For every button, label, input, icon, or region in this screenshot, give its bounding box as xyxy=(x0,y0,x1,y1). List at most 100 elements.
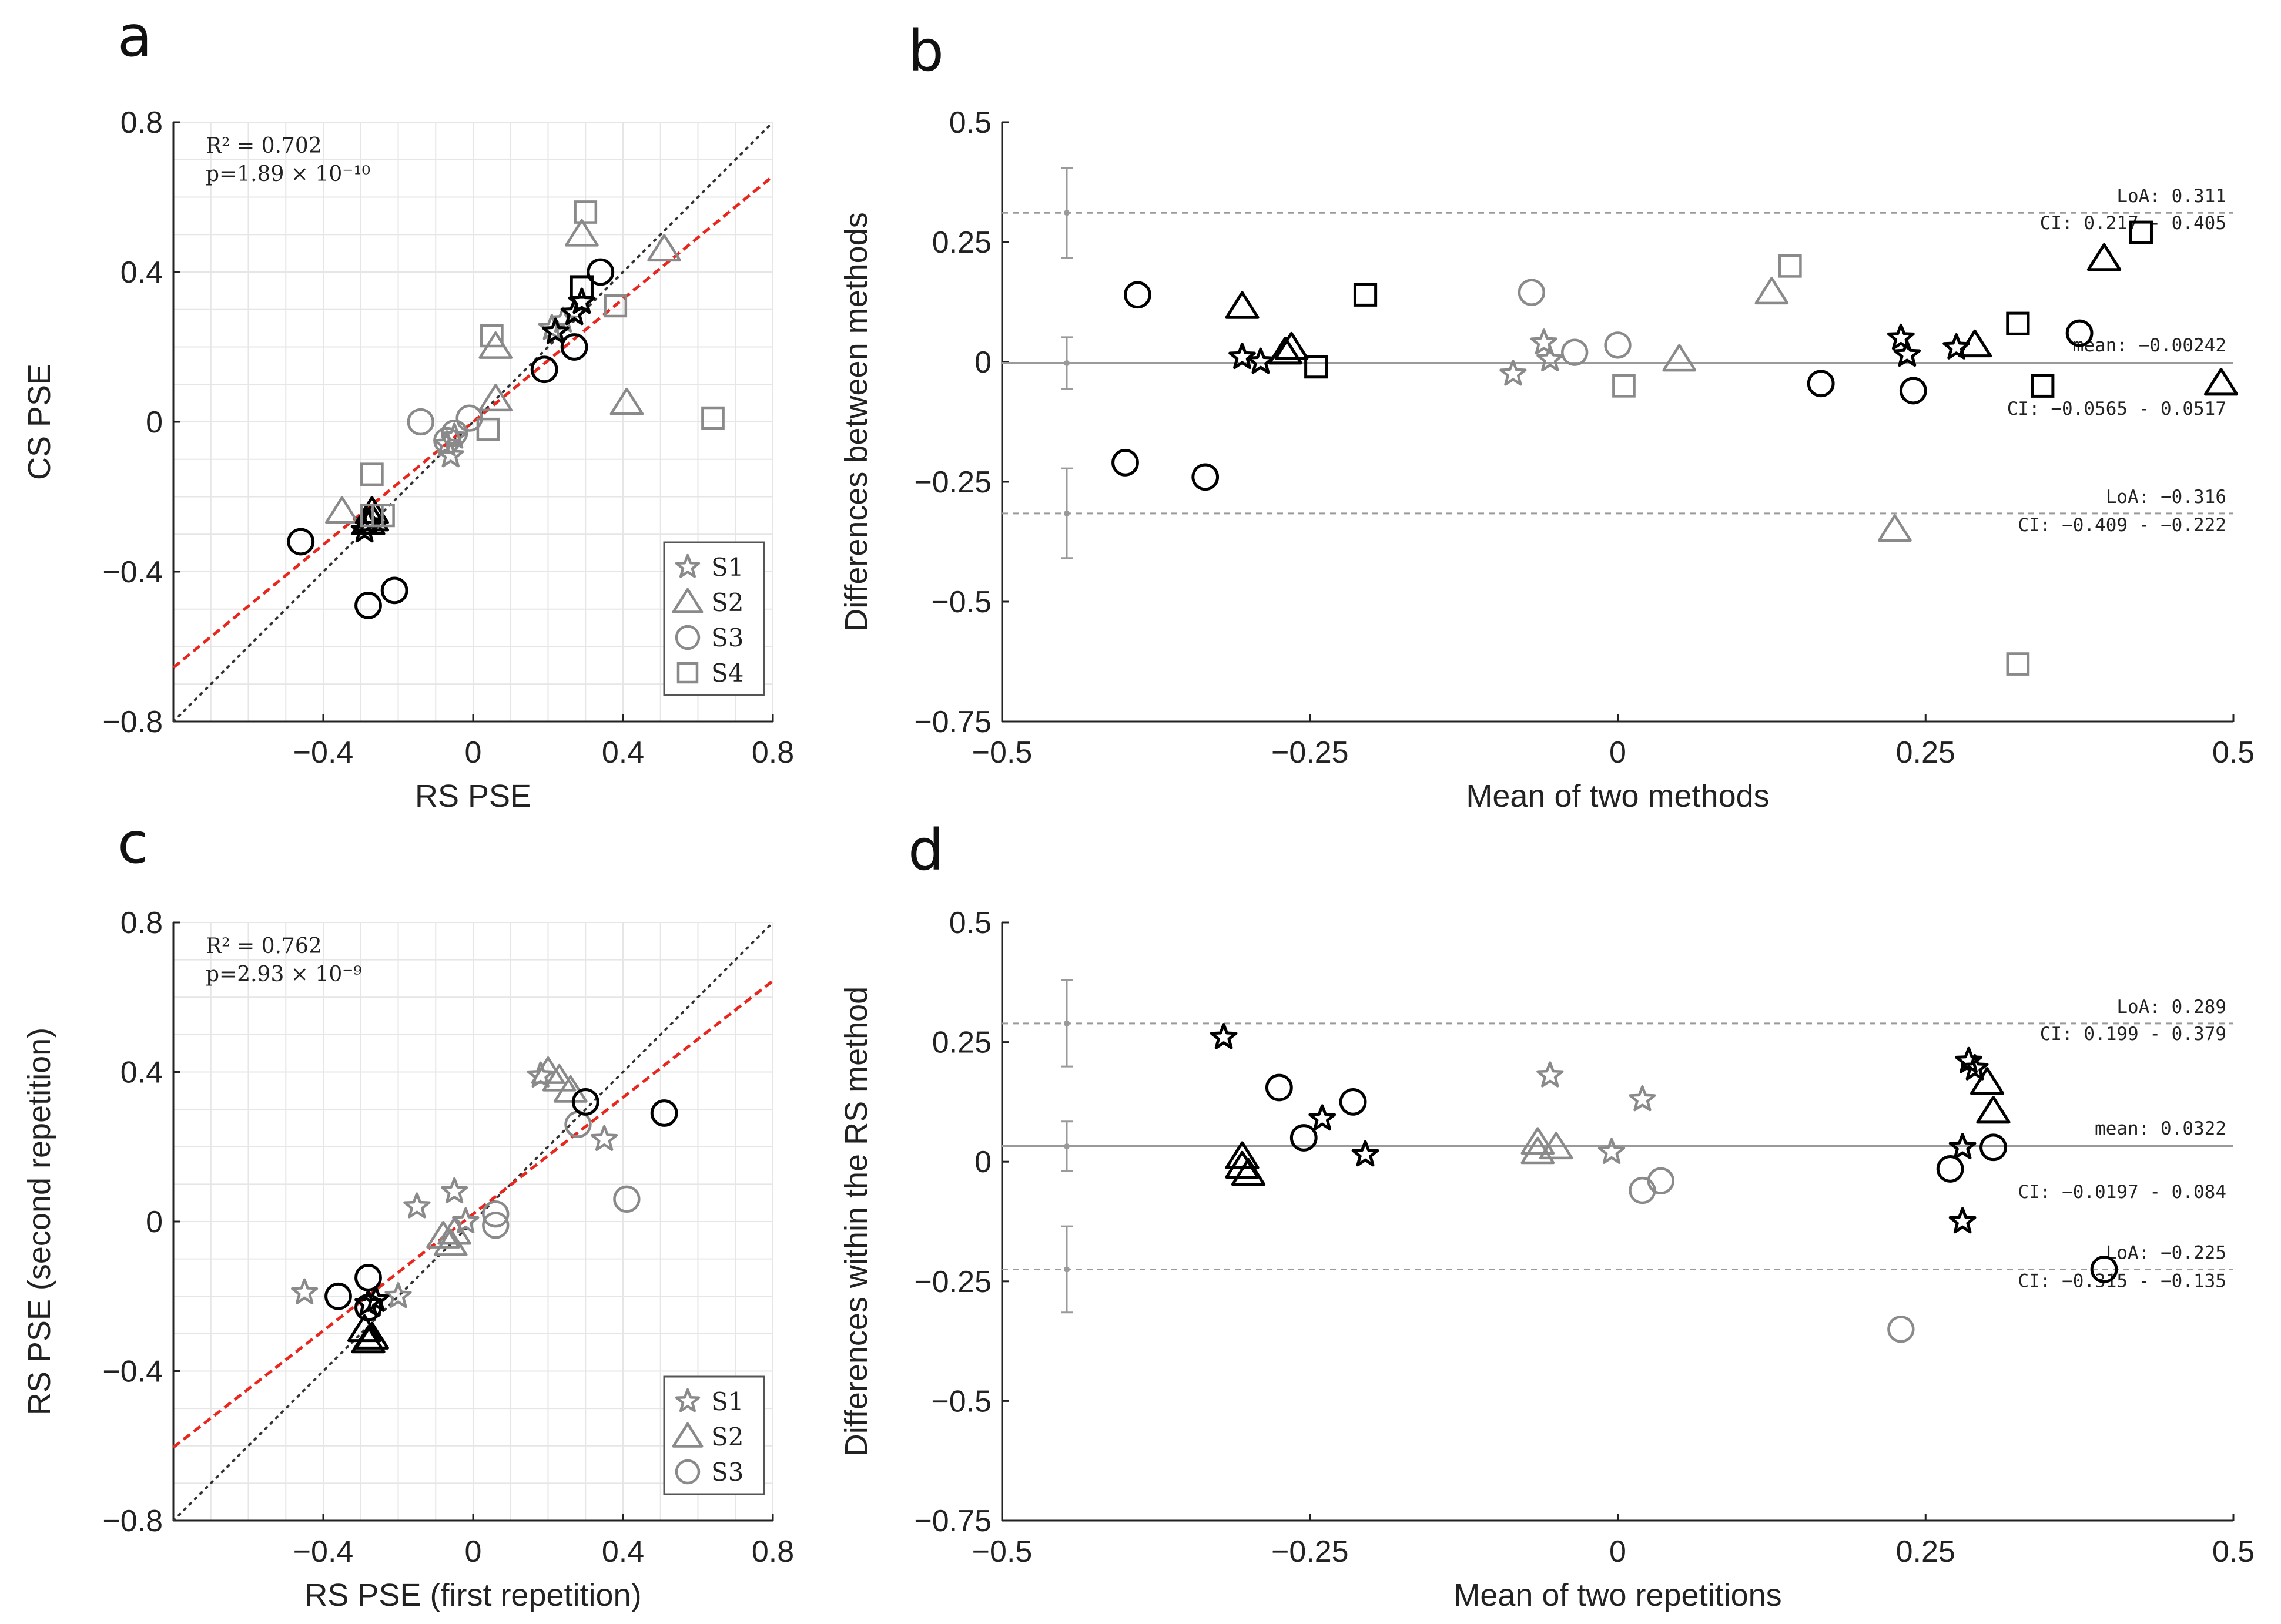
data-point-triangle xyxy=(1520,1127,1555,1155)
data-point-s3 xyxy=(571,1088,599,1116)
data-point-s3 xyxy=(354,591,382,619)
data-point-s3 xyxy=(613,1185,641,1213)
data-point-s1 xyxy=(541,317,570,344)
data-point-s3 xyxy=(530,355,558,384)
x-tick-label: 0 xyxy=(1609,1535,1626,1569)
y-tick-label: −0.75 xyxy=(914,705,992,739)
data-point-square xyxy=(2006,652,2030,676)
annotations: LoA: 0.289 CI: 0.199 - 0.379 mean: 0.0322 C… xyxy=(2018,996,2226,1292)
data-point-s1 xyxy=(590,1125,618,1152)
mean-ci-label: CI: −0.0197 - 0.084 xyxy=(2018,1182,2226,1203)
mean-label: mean: 0.0322 xyxy=(2095,1118,2226,1139)
mean-label: mean: −0.00242 xyxy=(2073,335,2226,356)
x-tick-label: −0.5 xyxy=(972,1535,1033,1569)
data-point-triangle xyxy=(1957,329,1992,358)
data-point-star xyxy=(1629,1085,1656,1112)
x-tick-label: 0 xyxy=(465,1535,482,1569)
data-point-triangle xyxy=(1268,336,1302,365)
reference-lines xyxy=(1002,167,2233,559)
data-point-circle xyxy=(2090,1256,2118,1283)
p-value-label: p=1.89 × 10⁻¹⁰ xyxy=(206,162,370,186)
data-point-circle xyxy=(1899,377,1927,405)
legend-label: S2 xyxy=(711,1422,744,1451)
legend-marker-triangle xyxy=(672,588,704,613)
y-tick-label: 0.8 xyxy=(120,106,163,140)
data-point-star xyxy=(1893,340,1921,367)
lower-ci-label: CI: −0.315 - −0.135 xyxy=(2018,1270,2226,1291)
data-point-circle xyxy=(1191,463,1220,491)
data-point-s2 xyxy=(609,387,644,415)
data-point-triangle xyxy=(1970,1067,2005,1095)
data-point-s1 xyxy=(290,1278,319,1304)
reference-lines xyxy=(1002,979,2233,1314)
x-tick-label: −0.25 xyxy=(1271,736,1349,770)
data-point-circle xyxy=(1518,279,1546,306)
data-point-square xyxy=(1353,283,1378,307)
y-tick-label: −0.4 xyxy=(102,1355,163,1389)
data-point-circle xyxy=(1339,1088,1367,1116)
data-point-s4 xyxy=(360,504,384,528)
data-points xyxy=(1111,220,2239,676)
legend-marker-circle xyxy=(675,1459,701,1485)
data-point-s4 xyxy=(476,417,500,441)
mean-ci-bar-dot xyxy=(1064,1143,1070,1149)
x-tick-label: −0.4 xyxy=(293,1535,354,1569)
p-value-label: p=2.93 × 10⁻⁹ xyxy=(206,962,362,987)
x-tick-label: 0.25 xyxy=(1896,736,1955,770)
upper-loa-label: LoA: 0.311 xyxy=(2116,186,2226,207)
data-point-circle xyxy=(1807,370,1835,398)
y-tick-label: 0 xyxy=(974,1145,992,1179)
y-tick-label: −0.4 xyxy=(102,555,163,589)
data-point-s3 xyxy=(287,528,315,556)
legend-marker-star xyxy=(675,1388,701,1412)
data-point-s2 xyxy=(354,1321,389,1350)
legend-marker-circle xyxy=(675,625,701,650)
y-tick-label: 0.25 xyxy=(932,1026,992,1060)
data-point-star xyxy=(1210,1023,1238,1049)
data-point-s3 xyxy=(587,258,615,286)
data-point-s4 xyxy=(574,200,598,224)
data-point-circle xyxy=(1936,1155,1964,1183)
y-tick-label: −0.25 xyxy=(914,1265,992,1299)
data-point-triangle xyxy=(1225,291,1260,319)
y-axis-label: Differences within the RS method xyxy=(839,987,874,1457)
data-point-star xyxy=(1536,1061,1564,1088)
y-tick-label: −0.8 xyxy=(102,705,163,739)
data-point-s2 xyxy=(478,384,513,412)
data-point-star xyxy=(1228,343,1256,370)
data-point-triangle xyxy=(1231,1157,1266,1186)
y-tick-label: −0.75 xyxy=(914,1504,992,1538)
data-point-circle xyxy=(1629,1176,1656,1204)
x-axis-label: RS PSE xyxy=(415,779,531,814)
data-point-square xyxy=(2129,220,2153,244)
data-point-s2 xyxy=(325,496,359,524)
x-axis-label: RS PSE (first repetition) xyxy=(304,1578,641,1613)
data-point-s3 xyxy=(433,427,461,455)
data-point-s2 xyxy=(542,1063,577,1092)
data-point-circle xyxy=(1124,281,1151,309)
y-axis-label: RS PSE (second repetition) xyxy=(22,1028,57,1415)
panel-d: −0.5 −0.25 0 0.25 0.5−0.75−0.5−0.2500.250.5M… xyxy=(839,817,2255,1613)
x-tick-label: 0.4 xyxy=(602,1535,644,1569)
data-point-s3 xyxy=(354,1264,382,1291)
data-points xyxy=(1210,1023,2118,1343)
data-point-triangle xyxy=(1754,277,1789,305)
panel-letter: c xyxy=(118,810,149,876)
panel-a: −0.4 0 0.4 0.8 −0.8 −0.4 0 0.4 0.8 RS PSE CS PSE a R… xyxy=(22,4,794,814)
panel-letter: b xyxy=(908,18,944,84)
data-point-star xyxy=(1351,1140,1379,1167)
data-point-triangle xyxy=(1976,1095,2011,1124)
data-point-square xyxy=(2031,374,2055,398)
y-tick-label: 0 xyxy=(146,405,163,439)
panel-b: −0.5 −0.25 0 0.25 0.5−0.75−0.5−0.2500.250.5M… xyxy=(839,18,2255,814)
mean-ci-bar-dot xyxy=(1064,360,1070,366)
legend-label: S2 xyxy=(711,588,744,617)
data-point-s3 xyxy=(324,1282,352,1310)
data-point-s2 xyxy=(553,1075,588,1103)
mean-ci-label: CI: −0.0565 - 0.0517 xyxy=(2007,398,2226,420)
r-squared-label: R² = 0.762 xyxy=(206,934,322,958)
legend-marker-star xyxy=(675,553,701,578)
data-point-s3 xyxy=(560,333,588,361)
